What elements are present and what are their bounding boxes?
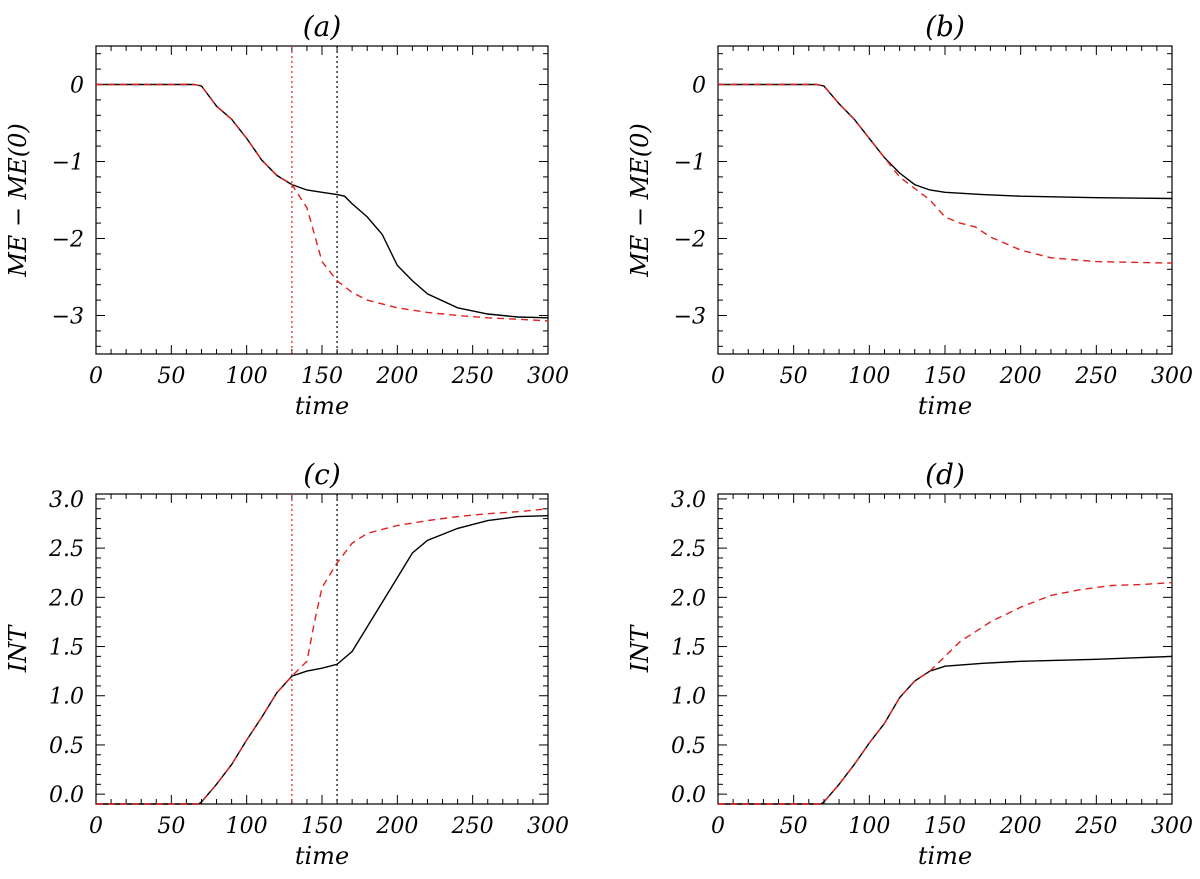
y-tick-label: 0.5: [671, 734, 706, 759]
y-tick-label: 2.5: [48, 537, 84, 562]
y-tick-label: 1.5: [671, 636, 706, 661]
series-line-dashed: [718, 581, 1173, 805]
panel-title: (d): [925, 458, 965, 491]
series-line-solid: [718, 655, 1173, 805]
x-axis-label: time: [295, 842, 349, 870]
x-tick-label: 200: [999, 814, 1042, 839]
plot-frame: [717, 493, 1173, 805]
x-tick-label: 150: [924, 364, 966, 389]
y-tick-label: 1.0: [671, 685, 706, 710]
y-tick-label: 1.0: [49, 685, 84, 710]
y-tick-label: 3.0: [671, 488, 706, 513]
y-axis-label: ME − ME(0): [626, 123, 654, 278]
panel-a: (a) 0 50 100 150 200 250 300 0 −1 −2 −3 time ME − ME(…: [4, 10, 569, 420]
y-tick-label: −3: [674, 305, 706, 330]
plot-frame: [95, 45, 549, 355]
y-tick-label: 3.0: [49, 488, 84, 513]
x-tick-label: 50: [780, 814, 808, 839]
series-line-dashed: [96, 508, 549, 805]
panel-title: (b): [925, 10, 965, 43]
x-axis-label: time: [918, 392, 972, 420]
x-axis-label: time: [918, 842, 972, 870]
x-tick-label: 200: [375, 814, 418, 839]
y-tick-label: −2: [52, 228, 84, 253]
y-tick-label: 1.5: [49, 636, 84, 661]
x-tick-label: 100: [226, 364, 268, 389]
x-tick-label: 100: [226, 814, 268, 839]
panel-d: (d) 0 50 100 150 200 250 300 0.0 0.5 1.0 1.5 2.0 2.5 3…: [626, 458, 1193, 870]
y-tick-label: −2: [674, 228, 706, 253]
x-tick-label: 250: [451, 364, 494, 389]
x-tick-label: 200: [375, 364, 418, 389]
panel-title: (c): [303, 458, 341, 491]
series-line-dashed: [718, 83, 1173, 264]
y-tick-label: 0: [692, 74, 706, 99]
series-line-dashed: [96, 83, 549, 322]
panel-b: (b) 0 50 100 150 200 250 300 0 −1 −2 −3 time ME − ME(…: [626, 10, 1193, 420]
x-tick-label: 50: [157, 814, 185, 839]
series-line-solid: [96, 515, 549, 805]
plot-frame: [95, 493, 549, 805]
x-tick-label: 250: [1074, 814, 1117, 839]
y-tick-label: 0.0: [671, 783, 706, 808]
x-axis-label: time: [295, 392, 349, 420]
x-tick-label: 250: [451, 814, 494, 839]
panel-c: (c) 0 50 100 150 200 250 300 0.0 0.5 1.0 1.5 2.0 2.5 3…: [4, 458, 569, 870]
x-tick-label: 150: [301, 814, 343, 839]
y-tick-label: 2.0: [48, 586, 84, 611]
x-tick-label: 150: [301, 364, 343, 389]
y-axis-label: ME − ME(0): [4, 123, 32, 278]
x-tick-label: 300: [527, 364, 569, 389]
x-tick-label: 100: [848, 814, 890, 839]
series-line-solid: [718, 83, 1173, 200]
x-tick-label: 100: [848, 364, 890, 389]
x-tick-label: 300: [527, 814, 569, 839]
y-tick-label: 0.0: [49, 783, 84, 808]
x-tick-label: 50: [780, 364, 808, 389]
series-line-solid: [96, 83, 549, 319]
y-tick-label: 2.0: [670, 586, 706, 611]
x-tick-label: 250: [1074, 364, 1117, 389]
x-tick-label: 0: [89, 814, 103, 839]
y-tick-label: 0: [70, 74, 84, 99]
y-tick-label: −3: [52, 305, 84, 330]
y-tick-label: −1: [52, 151, 84, 176]
x-tick-label: 300: [1151, 364, 1193, 389]
x-tick-label: 200: [999, 364, 1042, 389]
x-tick-label: 300: [1151, 814, 1193, 839]
y-tick-label: 0.5: [49, 734, 84, 759]
x-tick-label: 0: [89, 364, 103, 389]
x-tick-label: 0: [711, 364, 725, 389]
y-tick-label: −1: [674, 151, 706, 176]
x-tick-label: 50: [157, 364, 185, 389]
x-tick-label: 0: [711, 814, 725, 839]
plot-frame: [717, 45, 1173, 355]
x-tick-label: 150: [924, 814, 966, 839]
y-axis-label: INT: [626, 624, 654, 673]
panel-title: (a): [303, 10, 342, 43]
y-axis-label: INT: [4, 624, 32, 673]
y-tick-label: 2.5: [670, 537, 706, 562]
